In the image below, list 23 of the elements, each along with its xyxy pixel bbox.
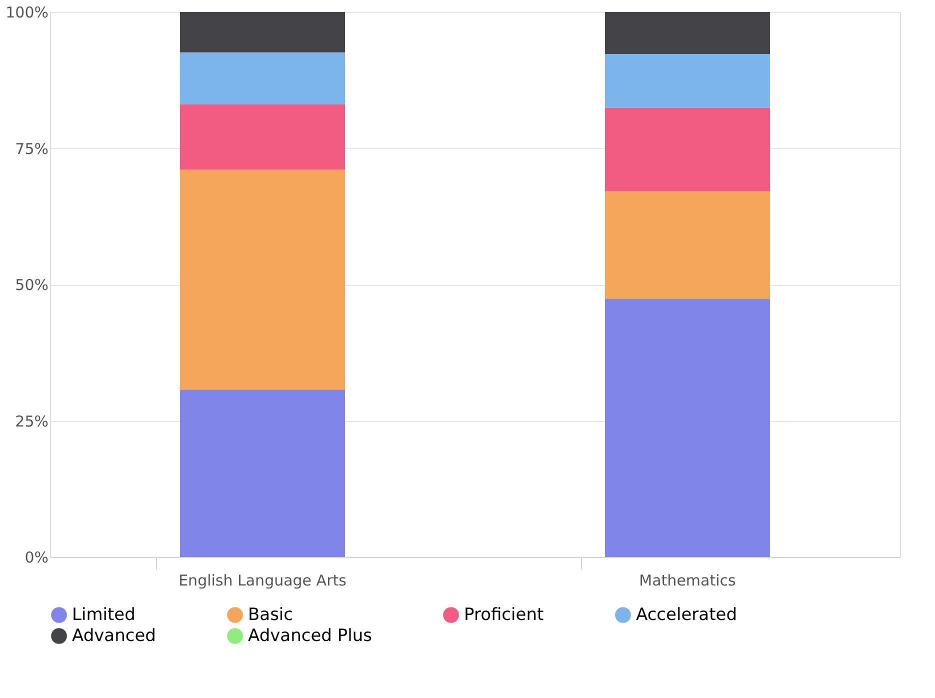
bar [605, 191, 770, 299]
x-tick-label: English Language Arts [178, 572, 347, 590]
bar [605, 108, 770, 192]
legend-label: Advanced [72, 626, 156, 646]
bar [180, 12, 345, 52]
legend-label: Advanced Plus [248, 626, 372, 646]
bar [180, 390, 345, 557]
bar [605, 298, 770, 557]
x-tick-label: Mathematics [639, 572, 736, 590]
y-tick-label: 25% [15, 412, 48, 430]
bar [180, 104, 345, 170]
bar [605, 54, 770, 108]
bar [180, 170, 345, 390]
legend-label: Accelerated [636, 605, 737, 625]
bar [605, 12, 770, 54]
y-tick-label: 100% [6, 4, 48, 22]
legend-label: Basic [248, 605, 294, 625]
bar [180, 52, 345, 104]
y-tick-label: 0% [24, 548, 48, 566]
y-tick-label: 50% [15, 276, 48, 294]
legend-label: Proficient [464, 605, 544, 625]
legend-label: Limited [72, 605, 136, 625]
y-tick-label: 75% [15, 140, 48, 158]
